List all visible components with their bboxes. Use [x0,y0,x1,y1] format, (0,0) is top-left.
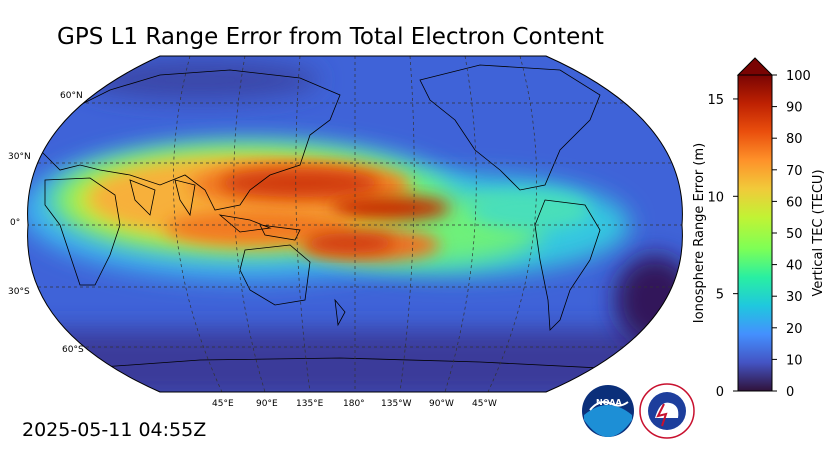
range-error-tick-label: 0 [716,385,724,400]
tec-tick-label: 80 [786,132,803,147]
lat-label-0: 0° [10,218,20,228]
coastlines [39,64,641,371]
graticule [27,56,683,392]
colorbar-extend-arrow [736,57,774,76]
map-title: GPS L1 Range Error from Total Electron C… [57,24,604,50]
map-boundary [27,55,683,393]
colorbar-ticks: 0 10 20 30 40 50 60 70 80 90 100 0 5 10 15 [707,69,810,400]
colorbar-fill [738,75,772,391]
tec-tick-label: 40 [786,259,803,274]
range-error-tick-label: 10 [707,190,724,205]
tec-tick-label: 30 [786,290,803,305]
lon-label-135w: 135°W [381,399,412,409]
noaa-logo-text: NOAA [596,398,622,407]
range-error-tick-label: 5 [716,288,724,303]
tec-tick-label: 60 [786,195,803,210]
lon-label-90w: 90°W [429,399,454,409]
colorbar [736,57,774,392]
lat-label-30n: 30°N [8,152,31,162]
lon-label-90e: 90°E [256,399,278,409]
lat-label-30s: 30°S [8,287,30,297]
tec-tick-label: 50 [786,227,803,242]
tec-tick-label: 0 [786,385,794,400]
nws-logo [639,383,695,439]
timestamp: 2025-05-11 04:55Z [22,419,207,441]
tec-tick-label: 10 [786,353,803,368]
lon-label-135e: 135°E [296,399,324,409]
range-error-tick-label: 15 [707,93,724,108]
tec-tick-label: 20 [786,322,803,337]
lon-label-180: 180° [343,399,365,409]
noaa-logo: NOAA [582,385,634,437]
range-error-axis-label: Ionosphere Range Error (m) [692,143,707,323]
tec-tick-label: 90 [786,101,803,116]
lon-label-45e: 45°E [212,399,234,409]
lat-label-60s: 60°S [62,345,84,355]
lon-label-45w: 45°W [472,399,497,409]
tec-tick-label: 70 [786,164,803,179]
lat-label-60n: 60°N [60,91,83,101]
tec-tick-label: 100 [786,69,811,84]
tec-axis-label: Vertical TEC (TECU) [811,169,826,296]
